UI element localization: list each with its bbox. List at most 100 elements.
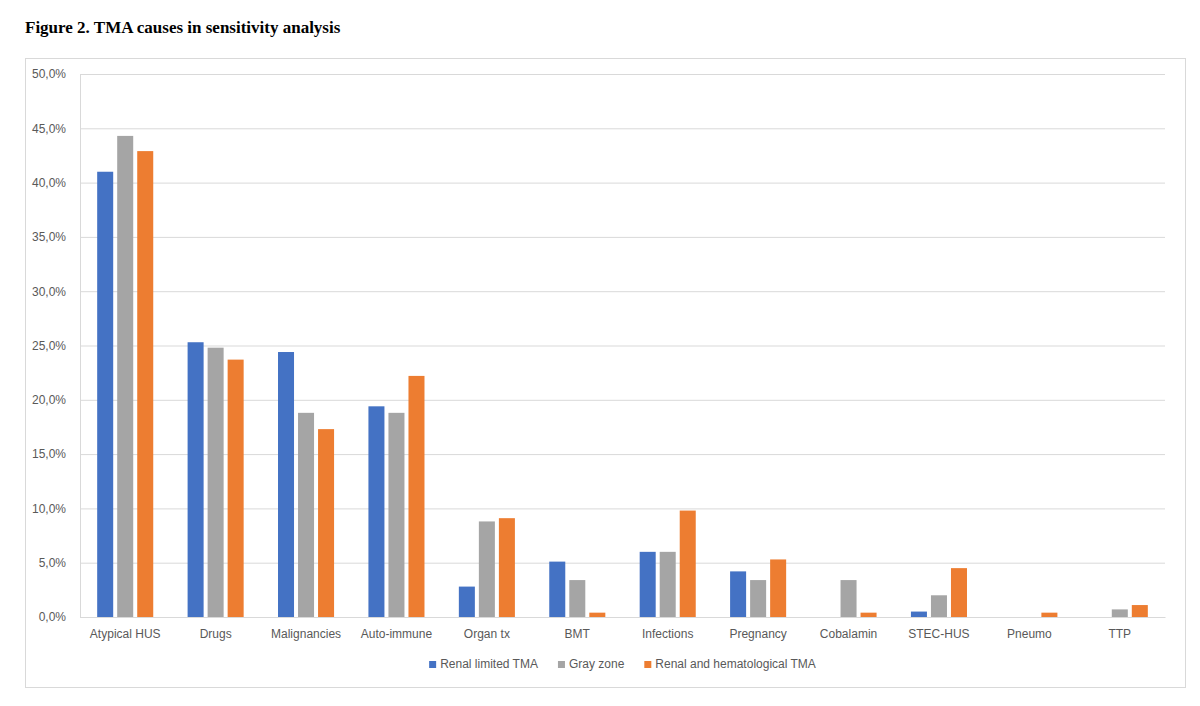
y-tick: 30,0% xyxy=(32,285,1165,299)
bar xyxy=(97,172,113,617)
x-tick-label: Drugs xyxy=(200,627,232,641)
bar xyxy=(680,511,696,617)
series xyxy=(97,172,927,617)
legend-swatch xyxy=(644,661,651,668)
x-axis: Atypical HUS Drugs Malignancies Auto-immune… xyxy=(81,617,1166,641)
grid-line xyxy=(80,291,1165,292)
bar xyxy=(368,406,384,617)
x-tick: Atypical HUS xyxy=(90,617,161,641)
x-tick: Drugs xyxy=(200,617,232,641)
bar xyxy=(499,518,515,617)
y-tick: 35,0% xyxy=(32,230,1165,244)
bar xyxy=(569,580,585,617)
bar xyxy=(821,617,837,618)
bar xyxy=(660,552,676,617)
y-tick: 50,0% xyxy=(32,67,1165,81)
x-tick: Malignancies xyxy=(271,617,341,641)
bar xyxy=(931,595,947,617)
bar xyxy=(208,348,224,617)
bar xyxy=(841,580,857,617)
y-tick-label: 25,0% xyxy=(32,339,66,353)
y-tick-label: 50,0% xyxy=(32,67,66,81)
bar xyxy=(388,413,404,617)
bar xyxy=(911,612,927,617)
grid-line xyxy=(80,237,1165,238)
bar xyxy=(770,559,786,617)
bar xyxy=(1112,609,1128,617)
chart-frame xyxy=(26,59,1186,688)
legend-item: Renal and hematological TMA xyxy=(644,657,816,671)
bar xyxy=(1132,605,1148,617)
bar xyxy=(188,342,204,617)
x-tick: STEC-HUS xyxy=(908,617,969,641)
legend-item: Renal limited TMA xyxy=(429,657,538,671)
series xyxy=(137,151,1148,617)
bar xyxy=(278,352,294,617)
legend-item: Gray zone xyxy=(558,657,625,671)
y-tick-label: 35,0% xyxy=(32,230,66,244)
x-tick: TTP xyxy=(1108,617,1131,641)
legend: Renal limited TMA Gray zone Renal and hema… xyxy=(429,657,816,671)
bars xyxy=(97,136,1148,617)
x-tick: Pneumo xyxy=(1007,617,1052,641)
bar xyxy=(1041,613,1057,617)
legend-label: Gray zone xyxy=(569,657,625,671)
y-tick-label: 0,0% xyxy=(39,610,67,624)
y-tick: 5,0% xyxy=(39,556,1165,570)
bar xyxy=(549,562,565,617)
legend-swatch xyxy=(558,661,565,668)
bar xyxy=(298,413,314,617)
x-tick-label: Auto-immune xyxy=(361,627,433,641)
series xyxy=(117,136,1128,617)
x-tick: Infections xyxy=(642,617,693,641)
bar xyxy=(640,552,656,617)
y-tick-label: 20,0% xyxy=(32,393,66,407)
grid-line xyxy=(80,617,1165,618)
chart: Figure 2. TMA causes in sensitivity anal… xyxy=(0,0,1200,706)
x-tick: Organ tx xyxy=(464,617,510,641)
bar xyxy=(137,151,153,617)
y-tick-label: 15,0% xyxy=(32,447,66,461)
bar xyxy=(479,521,495,617)
bar xyxy=(1021,617,1037,618)
bar xyxy=(228,360,244,617)
plot: 0,0% 5,0% 10,0% 15,0% 20,0% 25,0% 30,0% 35,0% 40… xyxy=(32,67,1166,640)
bar xyxy=(318,429,334,617)
y-tick-label: 40,0% xyxy=(32,176,66,190)
legend-swatch xyxy=(429,661,436,668)
bar xyxy=(1092,617,1108,618)
x-tick-label: Cobalamin xyxy=(820,627,877,641)
legend-label: Renal and hematological TMA xyxy=(655,657,816,671)
x-tick: BMT xyxy=(565,617,591,641)
grid-line xyxy=(80,183,1165,184)
bar xyxy=(1001,617,1017,618)
y-tick-label: 45,0% xyxy=(32,122,66,136)
y-tick: 45,0% xyxy=(32,122,1165,136)
bar xyxy=(408,376,424,617)
grid-line xyxy=(80,128,1165,129)
y-tick-label: 30,0% xyxy=(32,285,66,299)
x-tick-label: Infections xyxy=(642,627,693,641)
x-tick: Cobalamin xyxy=(820,617,877,641)
x-tick: Pregnancy xyxy=(729,617,786,641)
x-tick-label: BMT xyxy=(565,627,591,641)
x-tick-label: Atypical HUS xyxy=(90,627,161,641)
bar xyxy=(951,568,967,617)
x-tick: Auto-immune xyxy=(361,617,433,641)
y-axis: 0,0% 5,0% 10,0% 15,0% 20,0% 25,0% 30,0% 35,0% 40… xyxy=(32,67,1165,624)
x-tick-label: Malignancies xyxy=(271,627,341,641)
x-axis-line xyxy=(81,617,1166,618)
bar xyxy=(117,136,133,617)
bar xyxy=(730,571,746,617)
x-tick-label: Organ tx xyxy=(464,627,510,641)
y-tick-label: 10,0% xyxy=(32,502,66,516)
legend-label: Renal limited TMA xyxy=(440,657,538,671)
bar xyxy=(861,613,877,617)
x-tick-label: STEC-HUS xyxy=(908,627,969,641)
y-tick-label: 5,0% xyxy=(39,556,67,570)
bar xyxy=(589,613,605,617)
grid-line xyxy=(80,346,1165,347)
x-tick-label: Pregnancy xyxy=(729,627,786,641)
y-tick: 0,0% xyxy=(39,610,1165,624)
x-tick-label: Pneumo xyxy=(1007,627,1052,641)
